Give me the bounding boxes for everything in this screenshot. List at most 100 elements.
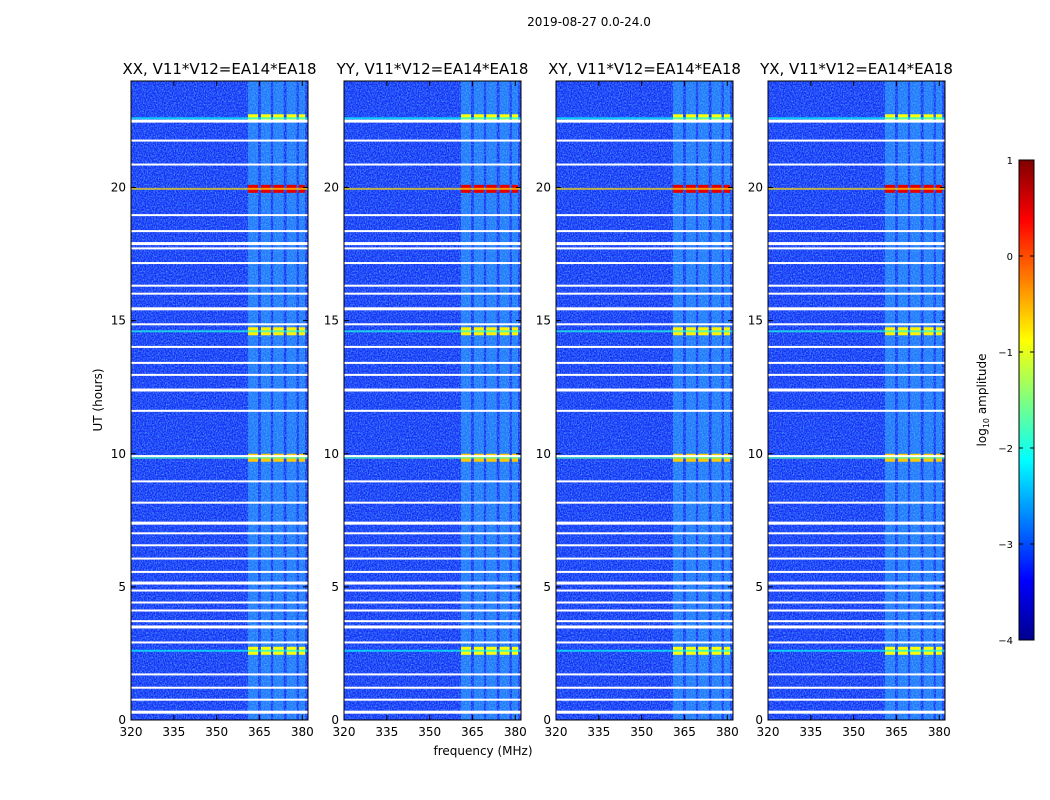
flagged-row [344,455,521,458]
rfi-band [273,81,284,720]
event-line [131,649,308,652]
x-tick-label: 365 [248,725,271,739]
flagged-row [556,686,733,689]
x-tick-label: 335 [587,725,610,739]
flagged-row [131,601,308,604]
flagged-row [344,388,521,392]
flagged-row [768,361,945,364]
flagged-row [768,589,945,592]
flagged-row [556,480,733,483]
flagged-row [131,247,308,250]
flagged-row [344,601,521,604]
panels-group: XX, V11*V12=EA14*EA18 320 335 350 365 380 0 5 10… [111,60,953,739]
y-tick-label: 10 [536,447,551,461]
event-line [344,456,521,459]
flagged-row [344,609,521,612]
flagged-row [344,480,521,483]
x-axis-label: frequency (MHz) [433,744,532,758]
flagged-row [556,139,733,142]
flagged-row [768,345,945,348]
flagged-row [768,373,945,376]
flagged-row [344,710,521,714]
flagged-row [131,242,308,246]
colorbar-label-sub: 10 [982,418,991,428]
x-tick-label: 365 [461,725,484,739]
colorbar-tick-label: −2 [998,444,1013,455]
rfi-band [897,81,908,720]
y-tick-label: 20 [536,181,551,195]
flagged-row [768,323,945,326]
flagged-row [131,673,308,676]
y-tick-label: 5 [543,580,551,594]
flagged-row [131,214,308,217]
event-line [556,456,733,459]
flagged-row [556,601,733,604]
colorbar-tick-label: 0 [1007,252,1013,263]
flagged-row [556,710,733,714]
flagged-row [556,501,733,504]
flagged-row [556,609,733,612]
colorbar-tick-label: −4 [998,636,1013,647]
event-line [768,456,945,459]
flagged-row [768,710,945,714]
flagged-row [556,641,733,644]
y-tick-label: 5 [331,580,339,594]
flagged-row [344,139,521,142]
event-line [131,117,308,120]
flagged-row [344,323,521,326]
x-tick-label: 380 [716,725,739,739]
y-tick-label: 15 [748,314,763,328]
flagged-row [131,581,308,585]
panel-yy: YY, V11*V12=EA14*EA18 320 335 350 365 380 0 5 10… [324,60,529,739]
flagged-row [768,620,945,623]
flagged-row [344,673,521,676]
flagged-row [344,532,521,535]
flagged-row [556,214,733,217]
flagged-row [344,625,521,629]
flagged-row [768,686,945,689]
x-tick-label: 335 [162,725,185,739]
flagged-row [344,501,521,504]
y-tick-label: 0 [118,713,126,727]
panel-frame [343,80,522,721]
panel-title: XX, V11*V12=EA14*EA18 [122,60,316,78]
flagged-row [344,307,521,311]
x-tick-label: 350 [205,725,228,739]
event-line [768,117,945,120]
event-line [556,649,733,652]
flagged-row [131,455,308,458]
flagged-row [131,284,308,287]
colorbar-tick-label: 1 [1007,156,1013,167]
flagged-row [344,544,521,547]
flagged-row [556,557,733,560]
flagged-row [344,284,521,287]
flagged-row [131,139,308,142]
flagged-row [131,710,308,714]
event-line [556,330,733,333]
colorbar-ticks: 1 0 −1 −2 −3 −4 [998,156,1034,647]
flagged-row [768,625,945,629]
flagged-row [768,544,945,547]
flagged-row [768,230,945,233]
x-tick-label: 320 [333,725,356,739]
flagged-row [768,609,945,612]
rfi-band [910,81,921,720]
x-tick-label: 380 [928,725,951,739]
flagged-row [556,455,733,458]
flagged-row [556,570,733,573]
y-tick-label: 0 [331,713,339,727]
panel-title: YX, V11*V12=EA14*EA18 [759,60,953,78]
figure-suptitle: 2019-08-27 0.0-24.0 [527,15,651,29]
event-line [131,456,308,459]
flagged-row [556,532,733,535]
flagged-row [131,262,308,265]
y-tick-label: 15 [536,314,551,328]
flagged-row [556,242,733,246]
flagged-row [131,388,308,392]
x-tick-label: 350 [842,725,865,739]
flagged-row [344,247,521,250]
flagged-row [344,557,521,560]
flagged-row [556,262,733,265]
flagged-row [344,262,521,265]
